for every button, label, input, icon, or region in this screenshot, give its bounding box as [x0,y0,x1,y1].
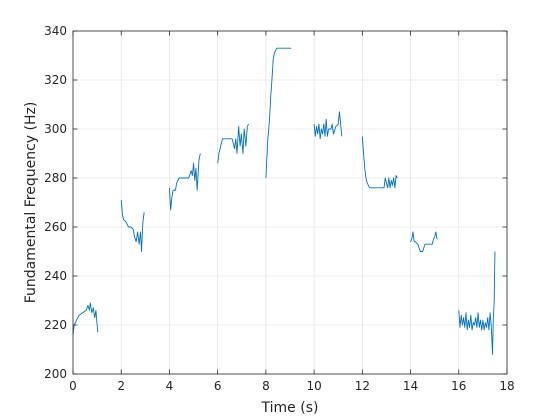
x-axis-label: Time (s) [261,400,319,416]
x-tick-label: 18 [499,379,514,393]
y-tick-label: 300 [44,122,67,136]
y-tick-label: 240 [44,269,67,283]
f0-segment-2 [120,200,145,252]
f0-segment-5 [265,47,292,179]
f0-segment-7 [361,136,398,189]
x-tick-label: 12 [355,379,370,393]
f0-segment-6 [313,111,343,140]
y-tick-label: 320 [44,73,67,87]
x-tick-label: 10 [306,379,321,393]
f0-segment-8 [410,231,438,252]
y-tick-label: 280 [44,171,67,185]
y-tick-label: 200 [44,367,67,381]
x-tick-label: 8 [262,379,270,393]
f0-series [72,47,496,355]
tick-marks [72,30,508,375]
x-tick-label: 2 [117,379,125,393]
f0-segment-1 [72,302,99,335]
f0-segment-3 [168,153,201,211]
y-tick-label: 220 [44,318,67,332]
y-tick-labels: 200 220 240 260 280 300 320 340 [44,24,67,381]
f0-segment-4 [217,123,249,164]
plot-background [73,31,507,374]
x-tick-labels: 0 2 4 6 8 10 12 14 16 18 [69,379,514,393]
f0-segment-9 [458,251,496,355]
y-tick-label: 340 [44,24,67,38]
x-tick-label: 4 [166,379,174,393]
plot-frame [72,30,508,375]
y-tick-label: 260 [44,220,67,234]
y-axis-label: Fundamental Frequency (Hz) [23,102,39,304]
x-tick-label: 16 [451,379,466,393]
x-tick-label: 0 [69,379,77,393]
x-tick-label: 14 [403,379,418,393]
x-tick-label: 6 [214,379,222,393]
